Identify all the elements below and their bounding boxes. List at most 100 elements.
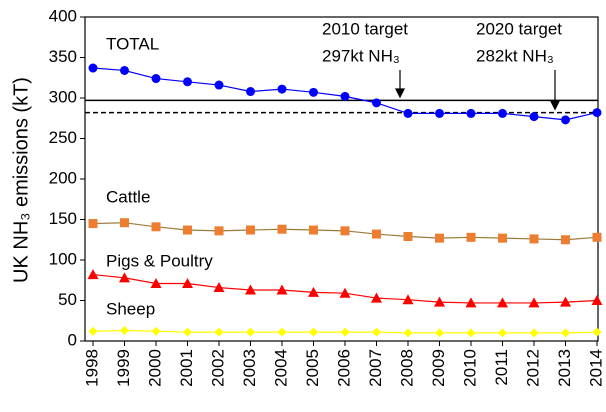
point [372,327,381,337]
point [88,63,98,73]
point [435,233,444,243]
point [182,277,193,288]
y-tick-label: 150 [49,209,77,228]
x-tick-label: 2013 [555,349,574,387]
point [498,328,507,338]
x-tick-label: 2010 [460,349,479,387]
y-tick-label: 100 [49,249,77,268]
series-label: Pigs & Poultry [106,251,213,270]
point [466,108,476,118]
point [561,235,570,245]
target-label: 2020 target [476,19,562,38]
point [592,327,602,337]
x-tick-label: 2007 [366,349,385,387]
point [403,328,413,338]
x-tick-label: 2004 [271,349,290,387]
point [276,284,288,295]
point [183,327,192,337]
point [87,269,99,280]
point [529,112,539,122]
point [308,286,319,297]
y-tick-label: 250 [49,128,77,147]
x-tick-label: 2001 [177,349,196,387]
point [529,328,539,338]
point [309,327,318,337]
point [183,225,192,235]
series-label: Cattle [106,187,150,206]
point [402,294,414,305]
point [246,225,255,235]
y-tick-label: 0 [68,330,77,349]
x-tick-label: 2011 [492,349,511,386]
point [466,232,476,242]
point [309,225,318,235]
x-tick-label: 2000 [145,349,164,387]
point [372,229,381,239]
x-tick-label: 2005 [303,349,322,387]
x-tick-label: 2008 [397,349,416,387]
point [213,282,225,293]
point [340,226,350,236]
point [561,115,570,125]
point [88,326,98,336]
point [214,80,224,90]
point [435,108,444,118]
x-tick-label: 2012 [523,349,542,387]
point [119,272,130,283]
plot-frame [84,16,599,342]
point [340,327,350,337]
point [465,297,477,308]
x-tick-label: 1999 [114,349,133,387]
target-arrowhead [550,100,560,111]
point [339,287,351,298]
point [151,326,161,336]
point [150,277,162,288]
point [434,296,445,307]
x-tick-label: 2003 [240,349,259,387]
point [498,108,507,118]
point [403,232,413,242]
y-tick-label: 200 [49,168,77,187]
point [151,222,161,232]
series-label: TOTAL [106,34,159,53]
target-arrowhead [395,88,405,99]
point [309,87,318,97]
point [466,328,476,338]
y-tick-label: 350 [49,47,77,66]
point [591,295,603,305]
point [120,218,129,228]
y-tick-label: 50 [58,290,77,309]
point [277,327,287,337]
y-axis-label: UK NH₃ emissions (kT) [10,77,32,283]
x-tick-label: 2014 [586,349,605,387]
point [497,297,508,308]
point [120,325,129,335]
point [561,328,570,338]
x-tick-label: 1998 [82,349,101,387]
point [592,108,602,118]
point [403,108,413,118]
point [371,292,382,303]
point [277,84,287,94]
point [560,296,571,307]
point [246,327,255,337]
point [592,232,602,242]
point [435,328,444,338]
point [529,234,539,244]
x-tick-label: 2006 [334,349,353,387]
point [246,87,255,97]
point [214,327,224,337]
x-tick-label: 2002 [208,349,227,387]
y-tick-label: 400 [49,6,77,25]
target-label: 297kt NH₃ [322,46,400,65]
target-label: 282kt NH₃ [476,46,554,65]
point [372,98,381,108]
series-label: Sheep [106,299,155,318]
y-tick-label: 300 [49,87,77,106]
point [277,224,287,234]
point [88,219,98,229]
point [214,226,224,236]
point [340,91,350,101]
point [245,284,256,295]
